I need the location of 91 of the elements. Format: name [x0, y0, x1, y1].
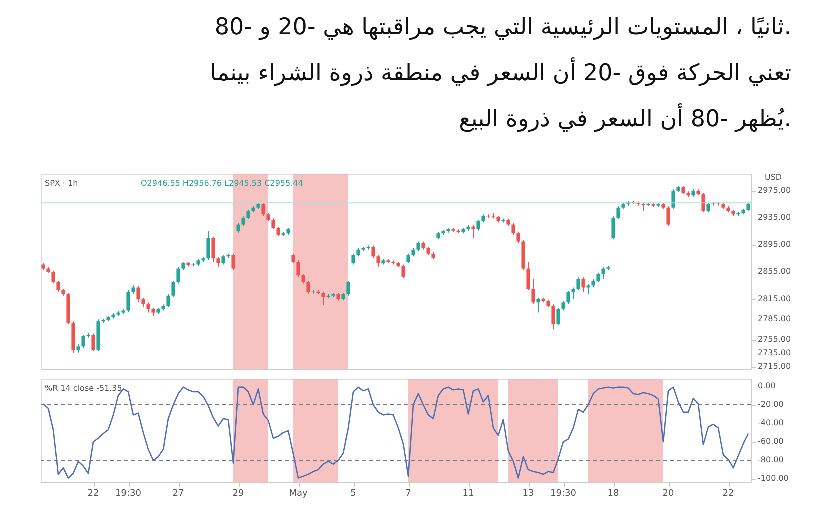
candlestick [372, 245, 376, 258]
candlestick [136, 286, 140, 304]
candlestick [142, 297, 146, 308]
candlestick [576, 277, 580, 291]
candlestick [222, 254, 226, 266]
x-tick-label: 5 [350, 489, 356, 499]
candlestick [556, 308, 560, 326]
candlestick [302, 274, 306, 284]
y-tick-label: 2785.00 [758, 314, 792, 324]
line-series [42, 386, 750, 479]
candlestick [206, 231, 210, 260]
candlestick [586, 284, 590, 296]
x-tick-label: 7 [406, 489, 412, 499]
candlestick [402, 264, 406, 279]
candlestick [706, 202, 710, 214]
candlestick [172, 280, 176, 298]
candlestick [376, 254, 380, 268]
candlestick [516, 232, 520, 244]
x-tick-label: 29 [232, 489, 244, 499]
candlestick [572, 287, 576, 300]
text: USD [765, 173, 782, 182]
x-tick-label: 11 [462, 489, 474, 499]
candlestick [246, 209, 250, 220]
candlestick [346, 280, 350, 296]
y-tick-label: 2755.00 [758, 334, 792, 344]
candlestick [232, 253, 236, 271]
candlestick [56, 280, 60, 292]
candlestick [566, 290, 570, 304]
candlestick [666, 206, 670, 227]
candlestick [672, 189, 676, 210]
candlestick [416, 241, 420, 252]
candlestick [306, 280, 310, 294]
candlestick [262, 202, 266, 216]
annotation: %R 14 close -51.35 [45, 384, 122, 393]
x-tick-label: 22 [722, 489, 734, 499]
candlestick [536, 297, 540, 314]
candlestick [596, 272, 600, 283]
candlestick [616, 206, 620, 220]
candlestick [242, 216, 246, 227]
candlestick [552, 304, 556, 330]
chart-title: ثانيًا ، المستويات الرئيسية التي يجب مراقبتها هي -20 و -80. تعني الحركة فوق -20 أن السعر في منطقة ذروة الشراء بينما يُظهر -80 أن السعر في ذروة البيع. [210, 14, 792, 132]
x-tick-label: 27 [172, 489, 184, 499]
y-tick-label: 2975.00 [758, 186, 792, 195]
candlestick [512, 222, 516, 236]
candlestick [126, 290, 130, 313]
candlestick [176, 266, 180, 284]
y-tick-label: -60.00 [758, 437, 784, 446]
candlestick [272, 218, 276, 230]
annotation: SPX · 1h [45, 179, 78, 188]
candlestick [276, 226, 280, 237]
y-tick-label: -80.00 [758, 456, 784, 465]
y-tick-label: 2735.00 [758, 348, 792, 358]
candlestick [92, 333, 96, 352]
candlestick [352, 253, 356, 266]
candlestick [406, 253, 410, 264]
y-tick-label: 0.00 [758, 381, 776, 390]
candlestick [602, 266, 606, 280]
candlestick [292, 253, 296, 264]
candlestick [166, 294, 170, 308]
x-tick-label: 19:30 [116, 489, 142, 499]
x-tick-label: 19:30 [550, 489, 577, 499]
candlestick [52, 270, 56, 284]
candlestick [296, 260, 300, 278]
x-tick-label: 22 [88, 489, 100, 499]
x-tick-label: 18 [608, 489, 620, 499]
y-tick-label: 2715.00 [758, 362, 792, 371]
candlestick [532, 278, 536, 304]
y-tick-label: 2815.00 [758, 294, 792, 304]
y-tick-label: -100.00 [758, 474, 789, 484]
candlestick [612, 216, 616, 240]
y-tick-label: -40.00 [758, 418, 784, 428]
candlestick [82, 334, 86, 349]
candlestick [582, 277, 586, 293]
candlestick [236, 222, 240, 234]
candlestick [146, 302, 150, 314]
candlestick [526, 262, 530, 291]
candlestick [216, 256, 220, 268]
x-tick-label: 20 [662, 489, 674, 499]
candlestick [322, 291, 326, 306]
y-tick-label: 2895.00 [758, 240, 792, 250]
x-tick-label: May [289, 489, 308, 499]
y-tick-label: -20.00 [758, 400, 784, 409]
y-tick-label: 2855.00 [758, 267, 792, 276]
x-tick-label: 13 [522, 489, 534, 499]
candlestick [562, 300, 566, 312]
candlestick [212, 236, 216, 263]
candlestick [702, 192, 706, 214]
candlestick [472, 224, 476, 239]
y-tick-label: 2935.00 [758, 213, 792, 222]
annotation: O2946.55 H2956.76 L2945.53 C2955.44 [141, 179, 304, 188]
candlestick [476, 220, 480, 232]
